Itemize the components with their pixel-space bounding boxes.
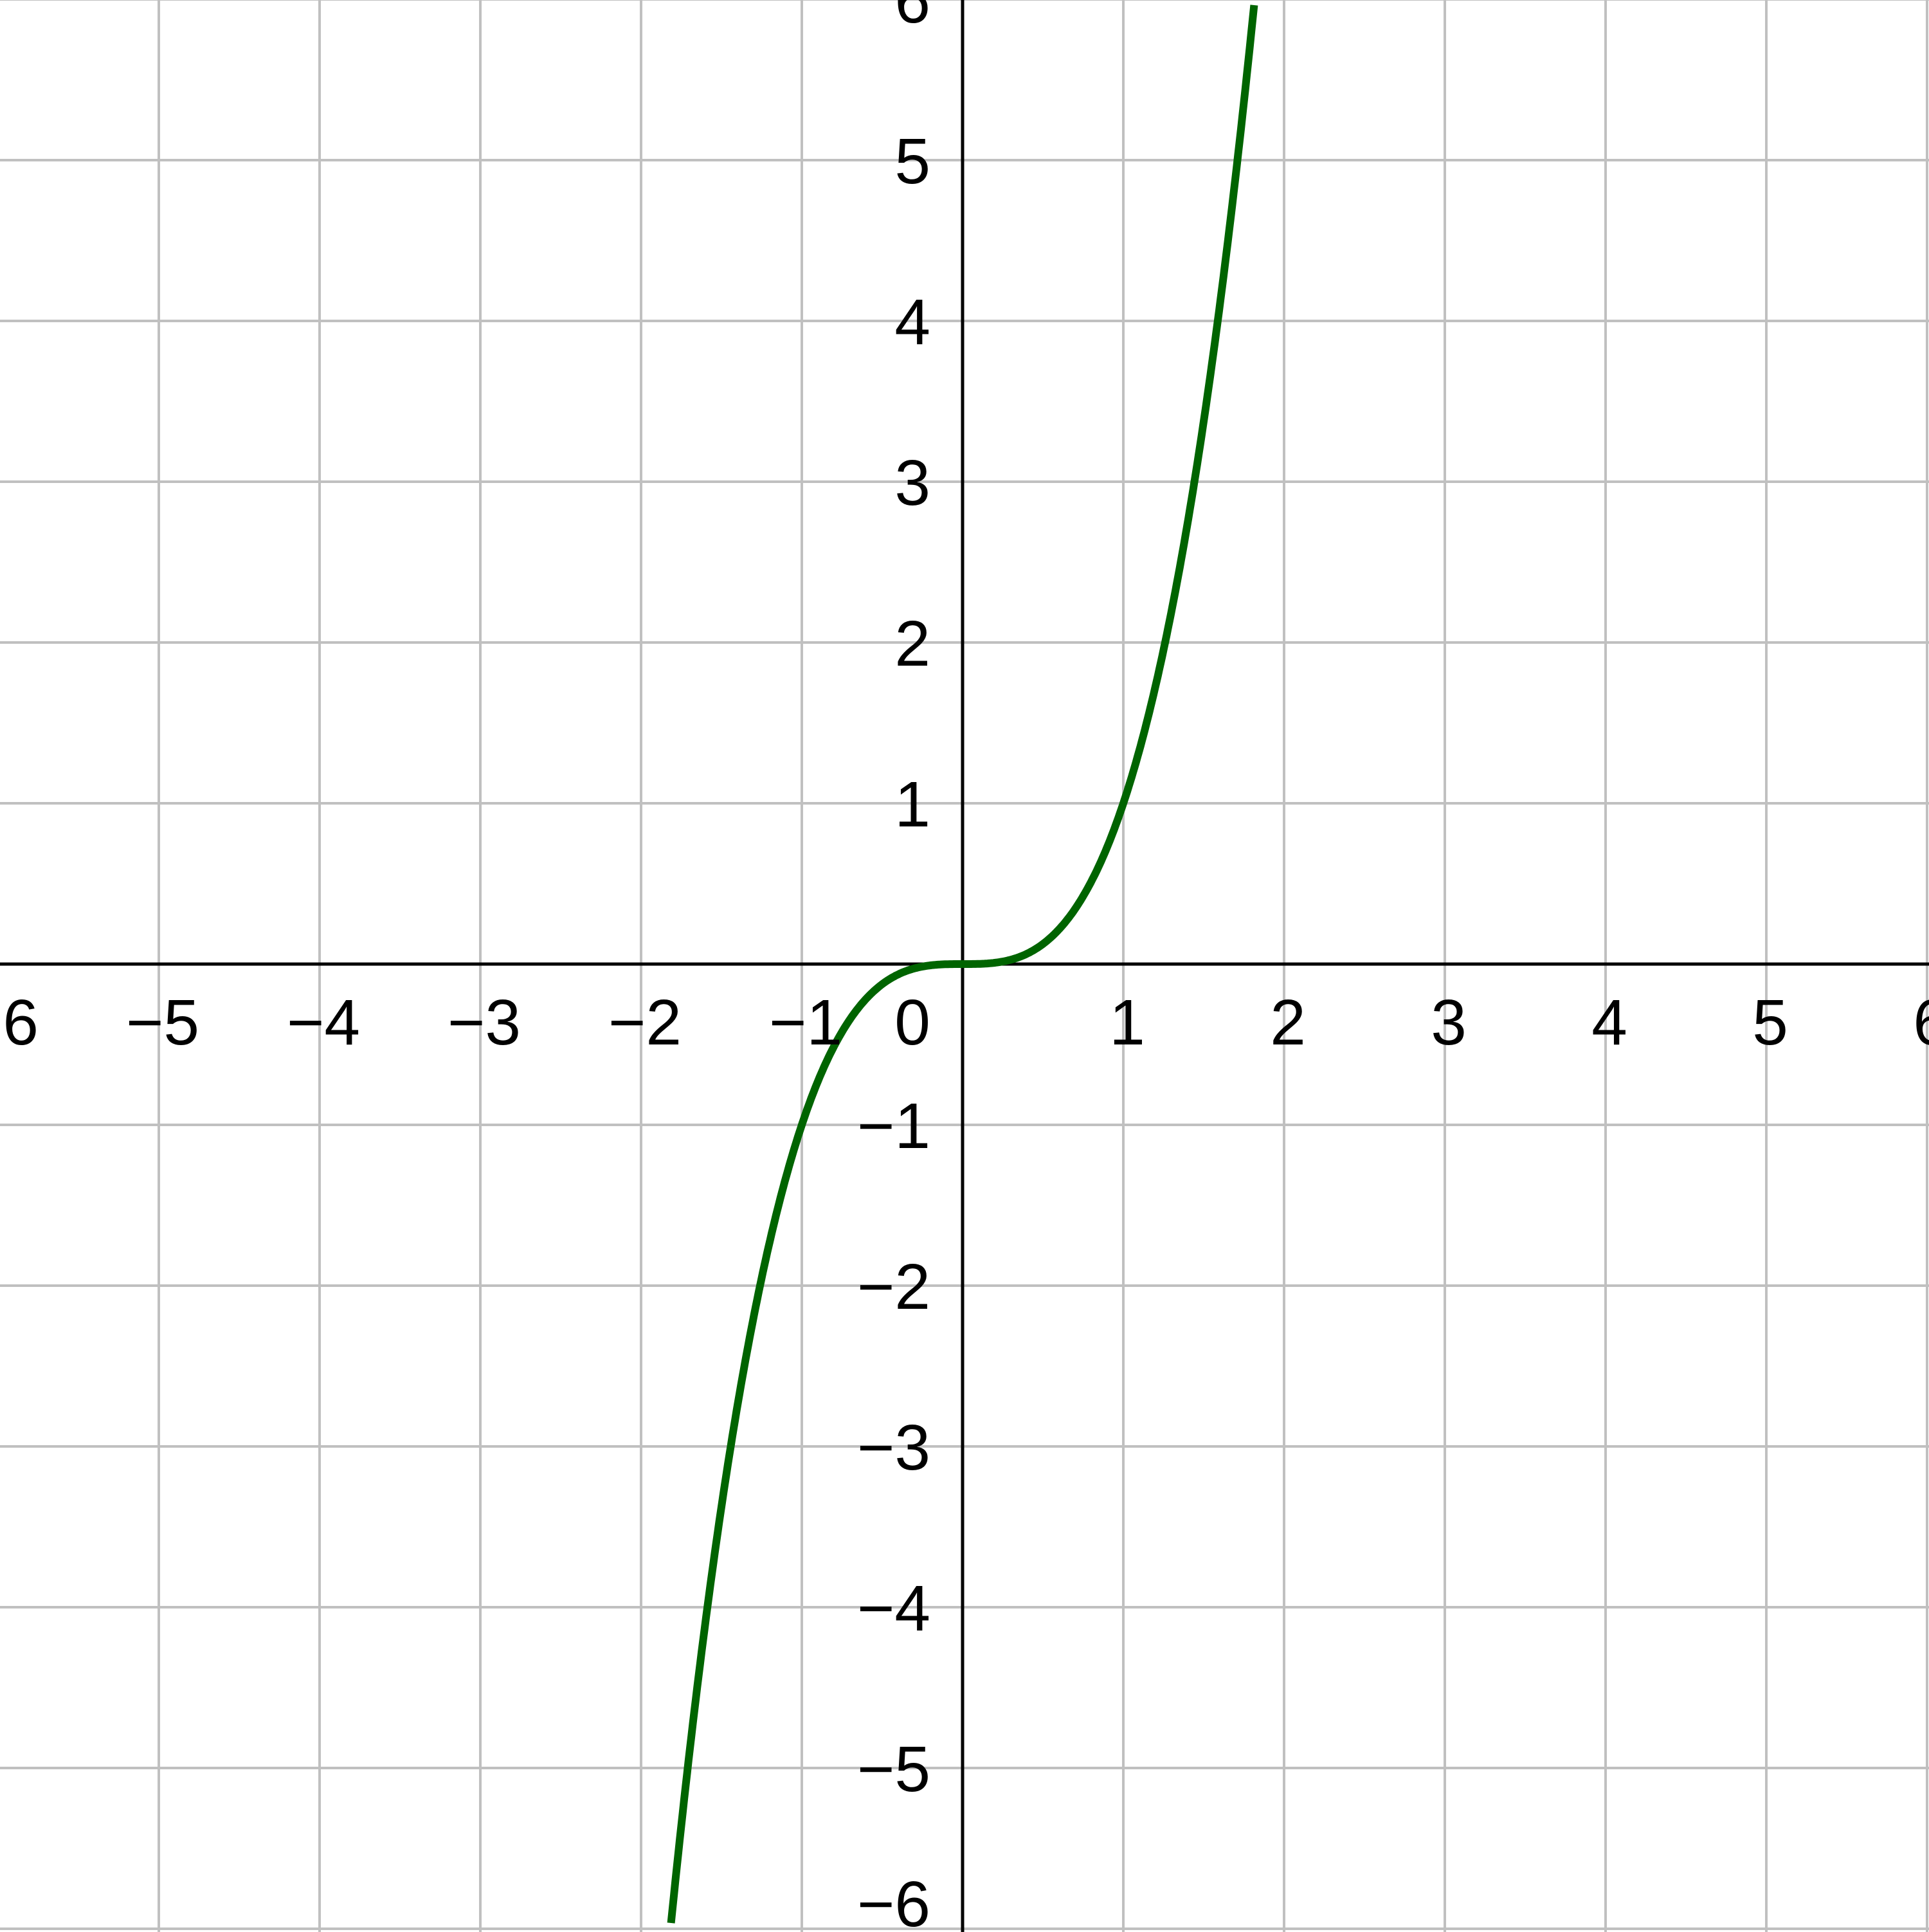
y-tick-label: 5 (894, 125, 930, 197)
x-tick-label: −5 (126, 987, 199, 1059)
x-tick-label: 1 (1109, 987, 1145, 1059)
x-tick-label: 3 (1431, 987, 1467, 1059)
x-tick-label: 6 (1913, 987, 1929, 1059)
y-tick-label: 4 (894, 286, 930, 358)
x-tick-label: −1 (769, 987, 842, 1059)
x-tick-label: 4 (1591, 987, 1627, 1059)
series-line-cubic (667, 5, 1258, 1924)
y-tick-label: −2 (857, 1251, 930, 1323)
x-tick-label: 5 (1752, 987, 1788, 1059)
y-tick-label: −3 (857, 1412, 930, 1484)
x-tick-label: 0 (894, 987, 930, 1059)
curve-layer (667, 5, 1258, 1924)
y-tick-label: 3 (894, 447, 930, 519)
y-tick-label: 6 (894, 0, 930, 37)
x-tick-label: −2 (608, 987, 682, 1059)
y-tick-label: −1 (857, 1090, 930, 1162)
x-tick-label: 2 (1270, 987, 1306, 1059)
y-tick-label: −5 (857, 1733, 930, 1805)
y-tick-label: 2 (894, 608, 930, 680)
x-tick-label: −6 (0, 987, 39, 1059)
y-tick-label: −4 (857, 1572, 930, 1645)
x-tick-label: −3 (448, 987, 521, 1059)
y-tick-label: 1 (894, 769, 930, 841)
y-tick-label: −6 (857, 1868, 930, 1932)
x-tick-label: −4 (287, 987, 360, 1059)
